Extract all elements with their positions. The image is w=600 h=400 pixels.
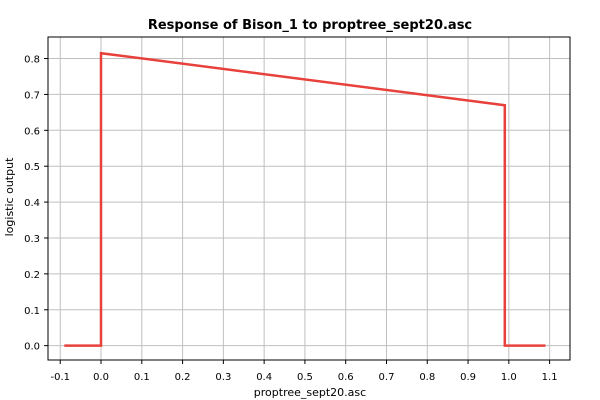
x-tick-label: 0.8 [419,372,435,383]
y-tick-label: 0.5 [24,162,40,173]
plot-frame [47,36,571,361]
y-tick-label: 0.0 [24,342,40,353]
x-tick-label: 0.1 [134,372,150,383]
chart-title: Response of Bison_1 to proptree_sept20.a… [148,18,472,33]
y-tick-label: 0.6 [24,126,40,137]
x-tick-label: 0.7 [379,372,395,383]
series-layer [64,51,546,347]
x-tick-label: 0.9 [460,372,476,383]
x-tick-label: 1.1 [542,372,558,383]
ticks [44,58,551,364]
x-tick-label: 0.0 [93,372,109,383]
x-tick-label: 0.4 [256,372,272,383]
y-tick-label: 0.2 [24,270,40,281]
y-tick-label: 0.4 [24,198,40,209]
x-tick-label: 0.5 [297,372,313,383]
x-tick-label: 0.6 [338,372,354,383]
y-tick-label: 0.1 [24,306,40,317]
y-axis-label: logistic output [3,157,16,236]
y-tick-label: 0.3 [24,234,40,245]
response-curve-line [64,51,546,347]
y-tick-label: 0.7 [24,90,40,101]
x-tick-label: 0.2 [175,372,191,383]
y-tick-labels: 0.0 0.1 0.2 0.3 0.4 0.5 0.6 0.7 0.8 [24,55,40,353]
x-axis-label: proptree_sept20.asc [254,386,366,399]
x-tick-label: 0.3 [215,372,231,383]
y-tick-label: 0.8 [24,55,40,66]
x-tick-label: 1.0 [501,372,517,383]
grid-lines [48,37,570,360]
x-tick-labels: -0.1 0.0 0.1 0.2 0.3 0.4 0.5 0.6 0.7 0.8 0.9 1.0 1.1 [50,372,557,383]
x-tick-label: -0.1 [50,372,70,383]
